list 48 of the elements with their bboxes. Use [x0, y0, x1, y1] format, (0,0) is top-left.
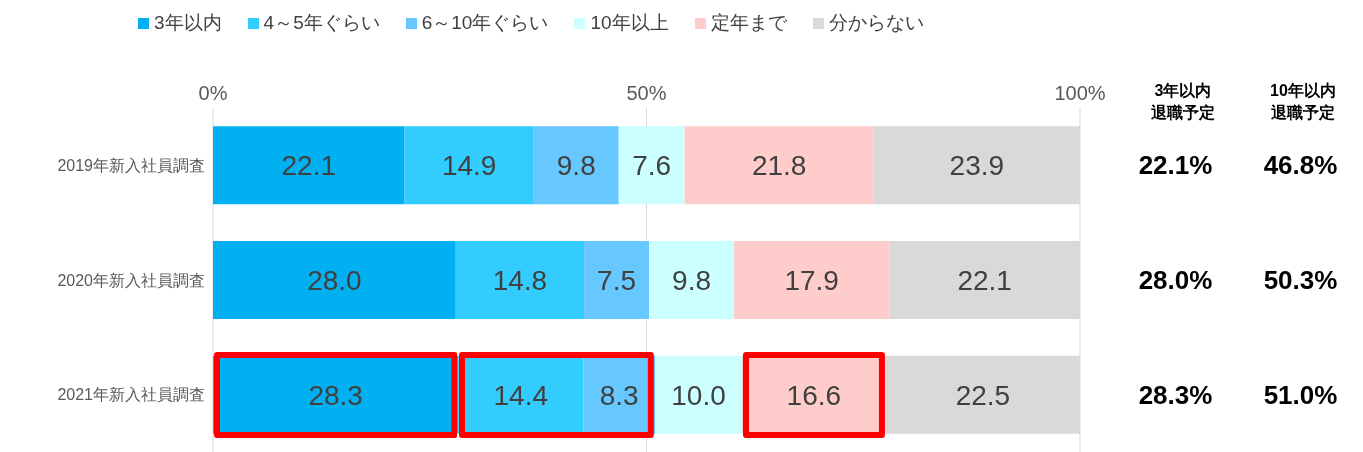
legend-label: 定年まで	[710, 11, 787, 35]
data-label: 14.4	[493, 379, 549, 411]
text: 51.0%	[1262, 378, 1339, 411]
bar	[213, 126, 405, 205]
data-label: 7.5	[597, 264, 637, 296]
bar	[404, 126, 534, 205]
text: 10年以内退職予定	[1269, 81, 1337, 123]
y-tick-label: 2021年新入社員調査	[57, 386, 205, 404]
legend-label: 分からない	[828, 11, 924, 35]
bar	[734, 241, 890, 320]
text: 28.0%	[1137, 264, 1214, 296]
bar	[584, 241, 650, 320]
legend-label: 4～5年ぐらい	[263, 11, 380, 35]
text: 28.3%	[1137, 378, 1214, 411]
bar	[684, 126, 874, 205]
data-label: 9.8	[672, 264, 712, 296]
data-label: 14.8	[492, 264, 548, 296]
data-label: 10.0	[671, 379, 726, 411]
y-tick-label: 2019年新入社員調査	[57, 157, 205, 175]
data-label: 28.0	[307, 264, 362, 296]
y-tick-label: 2020年新入社員調査	[57, 271, 205, 289]
x-tick-label: 50%	[626, 82, 667, 104]
data-label: 22.1	[281, 150, 337, 182]
bar	[213, 241, 456, 320]
bar	[533, 126, 619, 205]
text: 22.1%	[1137, 149, 1214, 182]
text: 46.8%	[1262, 149, 1339, 182]
legend-label: 3年以内	[154, 11, 222, 35]
data-label: 22.1	[957, 264, 1012, 296]
data-label: 7.6	[632, 150, 672, 182]
bar	[618, 126, 685, 205]
bar	[455, 241, 585, 320]
x-tick-label: 0%	[198, 82, 228, 104]
legend-label: 6～10年ぐらい	[421, 11, 549, 35]
data-label: 21.8	[751, 150, 807, 182]
legend-label: 10年以上	[590, 11, 669, 35]
data-label: 8.3	[599, 379, 639, 411]
bar	[649, 241, 735, 320]
data-label: 23.9	[949, 150, 1005, 182]
text: 3年以内退職予定	[1150, 81, 1216, 123]
text: 50.3%	[1262, 264, 1339, 296]
data-label: 22.5	[955, 379, 1011, 411]
data-label: 9.8	[556, 150, 596, 182]
data-label: 28.3	[308, 379, 363, 411]
data-label: 14.9	[441, 150, 497, 182]
data-label: 17.9	[784, 264, 839, 296]
x-tick-label: 100%	[1054, 82, 1106, 104]
data-label: 16.6	[786, 379, 842, 411]
